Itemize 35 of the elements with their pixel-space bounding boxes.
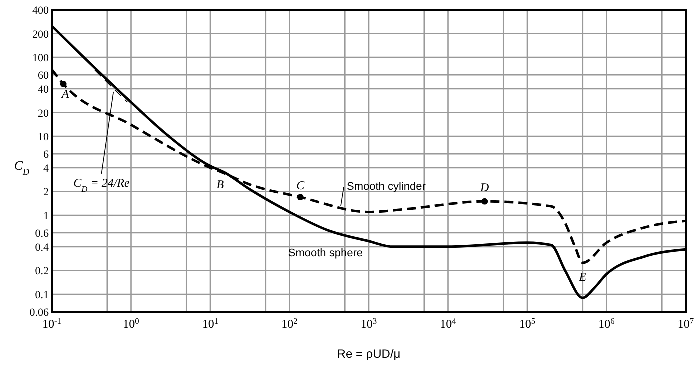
y-tick-label: 1 — [44, 210, 49, 222]
y-tick-label: 0.6 — [35, 228, 50, 240]
x-tick-label: 10$^{7}$ — [678, 316, 694, 331]
y-tick-label: 10 — [38, 132, 50, 144]
y-tick-label: 20 — [38, 108, 50, 120]
y-tick-label: 400 — [32, 5, 50, 17]
y-axis-title: C$_{D}$ — [14, 158, 30, 177]
y-tick-label: 0.1 — [35, 289, 49, 302]
annotation: C — [296, 178, 306, 192]
x-axis-title: Re = ρUD/μ — [337, 347, 401, 361]
series-label: Smooth cylinder — [347, 181, 426, 194]
y-tick-label: 60 — [38, 70, 50, 82]
y-tick-label: 4 — [44, 162, 50, 175]
y-tick-label: 2 — [44, 186, 49, 199]
annotation: C$_{D}$ = 24/Re — [74, 176, 131, 194]
y-tick-label: 100 — [32, 52, 50, 65]
x-tick-label: 10$^{4}$ — [440, 316, 458, 331]
x-tick-label: 10$^{0}$ — [123, 316, 140, 331]
x-tick-label: 10$^{3}$ — [360, 316, 378, 331]
annotation: B — [216, 178, 225, 192]
x-tick-label: 10$^{5}$ — [519, 316, 536, 331]
y-tick-label: 40 — [38, 84, 50, 96]
y-tick-label: 6 — [44, 149, 50, 162]
x-tick-label: 10$^{-1}$ — [42, 316, 62, 331]
annotation: E — [578, 270, 588, 284]
x-tick-label: 10$^{2}$ — [282, 316, 298, 331]
series-label: Smooth sphere — [288, 247, 363, 260]
x-tick-label: 10$^{6}$ — [598, 316, 615, 331]
y-tick-label: 200 — [32, 28, 50, 41]
y-tick-label: 0.4 — [35, 242, 50, 254]
y-tick-label: 0.2 — [35, 266, 49, 278]
x-tick-label: 10$^{1}$ — [202, 316, 219, 331]
annotation: A — [60, 87, 70, 102]
annotation: D — [480, 180, 490, 195]
y-tick-label: 0.06 — [30, 307, 50, 319]
